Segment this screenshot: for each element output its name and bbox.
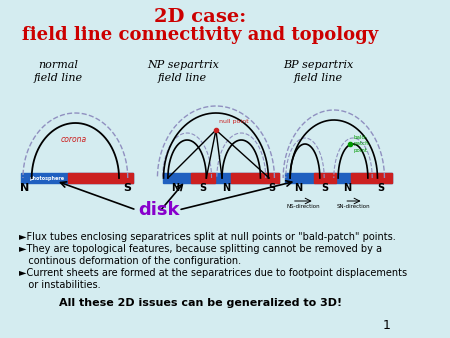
Text: N: N (20, 183, 29, 193)
Text: normal
field line: normal field line (33, 60, 82, 83)
Text: S: S (124, 183, 132, 193)
Text: NS-direction: NS-direction (287, 204, 320, 209)
Text: 1: 1 (382, 319, 391, 332)
Text: ►They are topological features, because splitting cannot be removed by a: ►They are topological features, because … (19, 244, 382, 254)
Text: All these 2D issues can be generalized to 3D!: All these 2D issues can be generalized t… (58, 298, 342, 308)
Text: N: N (171, 183, 179, 193)
Bar (21, 173, 133, 183)
Text: 2D case:: 2D case: (154, 8, 246, 26)
Text: continous deformation of the configuration.: continous deformation of the configurati… (19, 256, 242, 266)
Bar (314, 173, 336, 183)
Text: ►Current sheets are formed at the separatrices due to footpoint displacements: ►Current sheets are formed at the separa… (19, 268, 408, 278)
Text: ►Flux tubes enclosing separatrices split at null points or "bald-patch" points.: ►Flux tubes enclosing separatrices split… (19, 232, 396, 242)
Text: BP separtrix
field line: BP separtrix field line (283, 60, 353, 83)
Text: S: S (199, 183, 207, 193)
Text: bald-
patch
point: bald- patch point (353, 135, 369, 153)
Text: corona: corona (61, 136, 87, 145)
Bar (162, 173, 279, 183)
Text: photosphere: photosphere (30, 176, 65, 181)
Text: field line connectivity and topology: field line connectivity and topology (22, 26, 378, 44)
Text: N: N (294, 183, 302, 193)
Bar (191, 173, 215, 183)
Text: SN-direction: SN-direction (337, 204, 371, 209)
Bar (285, 173, 392, 183)
Text: N: N (222, 183, 230, 193)
Bar (351, 173, 392, 183)
Text: S: S (321, 183, 328, 193)
Text: null point: null point (219, 120, 248, 124)
Bar (68, 173, 133, 183)
Text: or instabilities.: or instabilities. (19, 280, 101, 290)
Text: S: S (268, 183, 275, 193)
Text: NP separtrix
field line: NP separtrix field line (147, 60, 219, 83)
Text: N: N (343, 183, 351, 193)
Text: disk: disk (139, 201, 180, 219)
Text: S: S (378, 183, 384, 193)
Bar (231, 173, 279, 183)
